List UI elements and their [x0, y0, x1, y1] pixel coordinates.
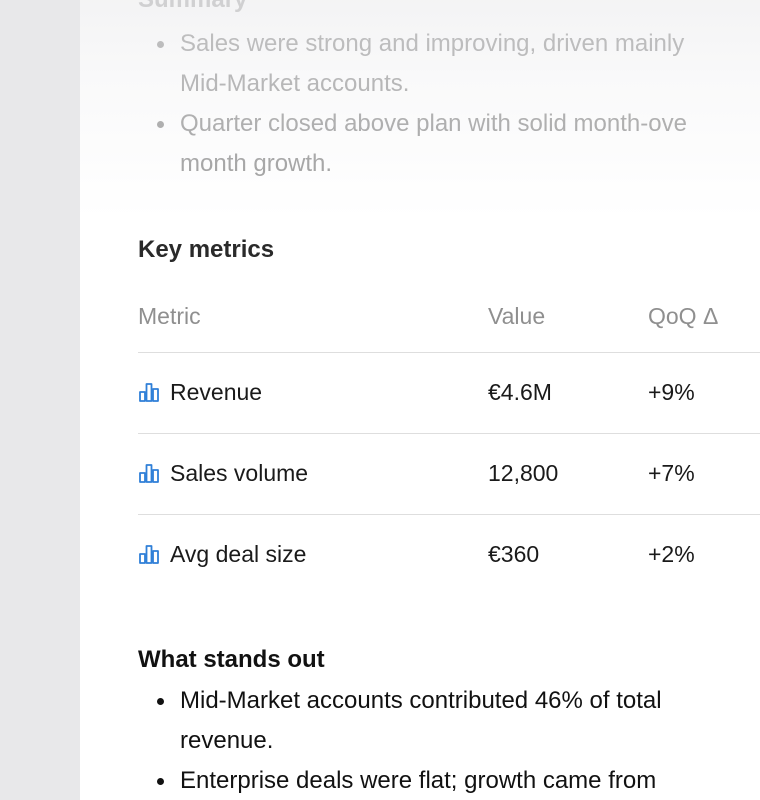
what-stands-out-heading: What stands out — [138, 646, 325, 673]
summary-list: Sales were strong and improving, driven … — [138, 24, 760, 184]
column-header-value: Value — [488, 303, 546, 329]
key-metrics-table: Metric Value QoQ Δ Revenue €4.6M +9% — [138, 294, 760, 595]
table-row: Avg deal size €360 +2% — [138, 515, 760, 595]
summary-item: Quarter closed above plan with solid mon… — [138, 104, 760, 184]
metric-qoq-change: +2% — [648, 541, 695, 567]
metric-value: €4.6M — [488, 379, 552, 405]
metric-qoq-change: +7% — [648, 460, 695, 486]
list-item-line: Mid-Market accounts contributed 46% of t… — [180, 687, 662, 714]
list-item: Enterprise deals were flat; growth came … — [138, 761, 760, 800]
table-row: Revenue €4.6M +9% — [138, 353, 760, 434]
metric-name: Sales volume — [170, 460, 309, 486]
summary-item-line: Quarter closed above plan with solid mon… — [180, 110, 687, 137]
bar-chart-icon — [139, 545, 159, 564]
list-item: Mid-Market accounts contributed 46% of t… — [138, 681, 760, 761]
column-header-qoq: QoQ Δ — [648, 303, 719, 329]
metric-value: 12,800 — [488, 460, 559, 486]
summary-heading: Summary — [138, 0, 247, 16]
list-item-line: revenue. — [180, 727, 274, 754]
summary-item-line: month growth. — [180, 150, 333, 177]
summary-item-line: Sales were strong and improving, driven … — [180, 30, 685, 57]
table-row: Sales volume 12,800 +7% — [138, 434, 760, 515]
summary-item-line: Mid-Market accounts. — [180, 70, 410, 97]
table-header: Metric Value QoQ Δ — [138, 294, 760, 353]
list-item-line: Enterprise deals were flat; growth came … — [180, 767, 657, 794]
summary-item: Sales were strong and improving, driven … — [138, 24, 760, 104]
metric-qoq-change: +9% — [648, 379, 695, 405]
bar-chart-icon — [139, 383, 159, 402]
bar-chart-icon — [139, 464, 159, 483]
metric-link-avg-deal-size[interactable]: Avg deal size — [138, 540, 306, 568]
what-stands-out-list: Mid-Market accounts contributed 46% of t… — [138, 681, 760, 800]
metric-link-revenue[interactable]: Revenue — [138, 378, 262, 406]
metric-link-sales-volume[interactable]: Sales volume — [138, 459, 308, 487]
column-header-metric: Metric — [138, 303, 201, 329]
metric-name: Revenue — [170, 379, 263, 405]
document-panel: Summary Sales were strong and improving,… — [80, 0, 760, 800]
metric-name: Avg deal size — [170, 541, 307, 567]
key-metrics-heading: Key metrics — [138, 236, 275, 263]
metric-value: €360 — [488, 541, 540, 567]
